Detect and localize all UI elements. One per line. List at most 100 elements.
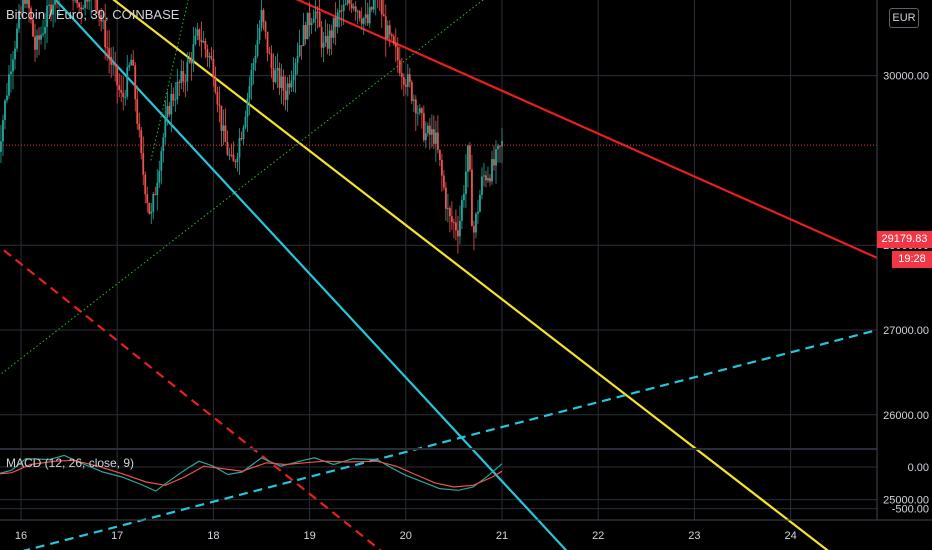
candle-body — [54, 0, 56, 5]
candle-body — [124, 96, 127, 98]
candle-body — [230, 154, 233, 156]
candle-body — [390, 34, 393, 37]
time-tick-label: 17 — [111, 530, 123, 542]
candle-body — [110, 56, 113, 65]
candle-body — [10, 71, 12, 75]
candle-body — [346, 0, 349, 4]
candle-body — [453, 222, 455, 224]
candle-body — [414, 99, 417, 114]
time-tick-label: 19 — [303, 530, 315, 542]
candle-body — [234, 161, 237, 163]
candle-body — [382, 14, 385, 17]
candle-body — [320, 27, 323, 48]
candle-body — [340, 10, 343, 12]
candle-body — [459, 220, 461, 237]
candle-body — [394, 43, 397, 48]
candle-body — [88, 0, 91, 2]
candle-body — [168, 106, 171, 115]
candle-body — [294, 62, 297, 76]
candle-body — [286, 83, 289, 100]
candle-body — [436, 132, 439, 150]
candle-body — [372, 0, 375, 10]
candle-body — [463, 194, 465, 201]
candle-body — [186, 61, 189, 82]
candle-body — [112, 63, 115, 65]
candle-body — [370, 7, 373, 10]
candle-body — [144, 174, 147, 195]
macd-tick-label: -500.00 — [892, 504, 929, 516]
trendlines — [0, 0, 878, 550]
candle-body — [244, 116, 247, 128]
candle-body — [501, 141, 503, 147]
trendline-cyan-solid — [54, 0, 568, 550]
candle-body — [156, 182, 159, 195]
candle-body — [128, 65, 131, 68]
candle-body — [2, 119, 4, 142]
candle-body — [481, 176, 483, 195]
candle-body — [222, 125, 225, 131]
candle-body — [96, 0, 99, 11]
candle-body — [206, 49, 209, 58]
time-tick-label: 18 — [207, 530, 219, 542]
candle-body — [270, 53, 273, 68]
candle-body — [422, 113, 425, 141]
candle-body — [240, 138, 243, 140]
candle-body — [20, 12, 22, 14]
candle-body — [290, 80, 293, 88]
candle-body — [256, 40, 259, 57]
candle-body — [34, 36, 36, 50]
candle-body — [302, 25, 305, 46]
candle-body — [298, 45, 301, 56]
candle-body — [473, 226, 475, 233]
candle-body — [404, 84, 407, 87]
candle-body — [380, 0, 383, 15]
candle-body — [248, 86, 251, 99]
candle-body — [406, 74, 409, 87]
candle-body — [104, 20, 107, 48]
candle-body — [146, 194, 149, 203]
candle-body — [210, 56, 213, 59]
candle-body — [338, 10, 341, 13]
candle-body — [98, 10, 101, 15]
candle-body — [242, 127, 245, 140]
macd-axis[interactable]: 0.00 -500.00 — [892, 462, 929, 516]
currency-button[interactable]: EUR — [889, 8, 919, 28]
macd-title[interactable]: MACD (12, 26, close, 9) — [6, 456, 135, 470]
candle-body — [418, 108, 421, 113]
candle-body — [386, 25, 389, 39]
candle-body — [493, 159, 495, 166]
candle-body — [122, 92, 125, 97]
candle-body — [356, 11, 359, 13]
candle-body — [116, 66, 119, 86]
candle-body — [204, 41, 207, 50]
candle-body — [218, 104, 221, 106]
candle-body — [0, 141, 2, 152]
macd-signal-line — [0, 459, 503, 488]
candle-body — [358, 11, 361, 19]
candle-body — [497, 145, 499, 150]
candle-body — [469, 145, 471, 170]
candle-body — [477, 211, 479, 214]
candle-body — [479, 194, 481, 212]
candle-body — [491, 159, 493, 182]
candle-body — [246, 98, 249, 117]
candle-body — [292, 75, 295, 81]
symbol-title[interactable]: Bitcoin / Euro, 30, COINBASE — [6, 7, 180, 22]
macd-tick-label: 0.00 — [908, 462, 929, 474]
candle-body — [461, 200, 463, 221]
candle-body — [326, 36, 329, 49]
candle-body — [150, 211, 153, 214]
candle-body — [36, 35, 38, 50]
candle-body — [130, 59, 133, 66]
trendline-green-dotted — [150, 0, 189, 161]
candle-body — [44, 26, 46, 34]
candle-body — [432, 129, 435, 144]
candle-body — [38, 35, 40, 40]
candle-body — [316, 11, 319, 13]
candle-body — [154, 193, 157, 195]
time-axis[interactable]: 16 17 18 19 20 21 22 23 24 — [15, 530, 797, 542]
price-tick-label: 30000.00 — [883, 71, 929, 83]
candle-body — [430, 129, 433, 135]
candle-body — [152, 193, 155, 212]
